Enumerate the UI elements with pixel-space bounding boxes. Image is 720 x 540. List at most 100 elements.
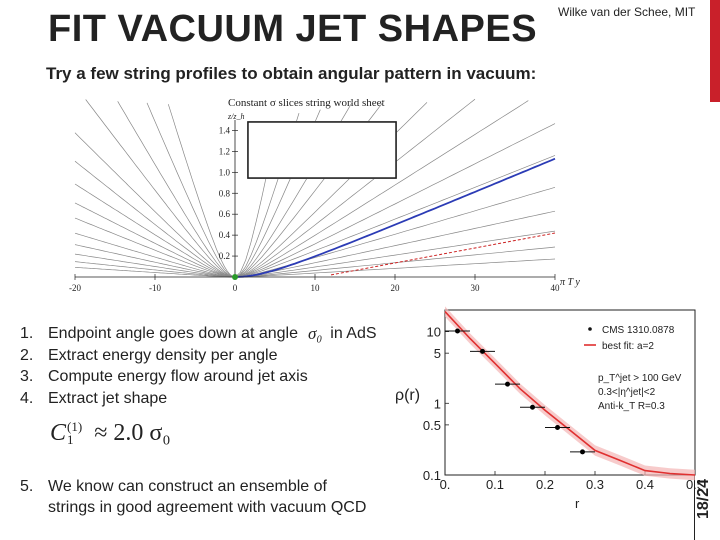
profile-line	[74, 253, 236, 278]
chart-series	[444, 306, 696, 481]
profile-line	[74, 183, 236, 278]
x-tick-label: 0.3	[586, 477, 604, 492]
legend-label: best fit: a=2	[602, 341, 654, 352]
profile-line	[74, 266, 235, 278]
x-tick-label: -10	[149, 283, 161, 293]
x-tick-label: 10	[311, 283, 321, 293]
y-tick-label: 0.6	[219, 209, 231, 219]
profile-line	[74, 244, 236, 278]
sigma-symbol: σ₀	[307, 324, 323, 343]
y-tick-label: 0.5	[423, 418, 441, 433]
profile-line	[234, 100, 529, 278]
list-text: Endpoint angle goes down at angle	[48, 325, 298, 342]
profile-line	[74, 160, 236, 278]
list-text: Compute energy flow around jet axis	[48, 368, 308, 385]
legend-annotation: 0.3<|η^jet|<2	[598, 387, 656, 398]
jet-shape-chart: 0.0.10.20.30.40.510510.50.1 CMS 1310.087…	[395, 306, 700, 511]
tangent-line	[330, 232, 556, 276]
point-marker	[505, 381, 510, 387]
list-item: 3. Compute energy flow around jet axis	[20, 366, 377, 388]
point-marker	[555, 424, 560, 430]
y-tick-label: 1.4	[219, 125, 231, 135]
chart-axes: 0.0.10.20.30.40.510510.50.1	[423, 325, 700, 492]
profile-line	[74, 132, 236, 278]
list-number: 2.	[20, 346, 34, 364]
x-axis-label: π T y	[560, 277, 580, 288]
x-tick-label: 20	[391, 283, 401, 293]
y-tick-label: 0.8	[219, 188, 231, 198]
profile-line	[234, 186, 556, 278]
data-point	[470, 348, 495, 354]
list-number: 5.	[20, 478, 34, 495]
x-tick-label: 0.5	[686, 477, 700, 492]
data-point	[545, 424, 570, 430]
x-axis-label: r	[575, 496, 580, 511]
list-text: Extract energy density per angle	[48, 346, 278, 364]
slide-subtitle: Try a few string profiles to obtain angu…	[46, 64, 537, 83]
list-item: 4. Extract jet shape	[20, 388, 377, 410]
chart-title: Constant σ slices string world sheet	[228, 97, 385, 109]
x-tick-label: 0.2	[536, 477, 554, 492]
profile-line	[74, 217, 236, 278]
formula-subscript: 1	[67, 432, 74, 447]
data-point	[445, 328, 470, 334]
formula-symbol: C	[50, 420, 67, 446]
legend-label: CMS 1310.0878	[602, 325, 675, 336]
list-number: 4.	[20, 389, 34, 407]
list-text: Extract jet shape	[48, 389, 168, 407]
point-marker	[480, 348, 485, 354]
profile-line	[74, 232, 236, 278]
point-marker	[530, 404, 535, 410]
worldsheet-chart: Constant σ slices string world sheet z/z…	[69, 97, 580, 293]
y-tick-label: 0.1	[423, 468, 441, 483]
profile-line	[234, 210, 556, 278]
steps-list: 1. Endpoint angle goes down at angle σ₀ …	[20, 323, 377, 409]
author-label: Wilke van der Schee, MIT	[558, 5, 696, 19]
formula: C (1) 1 ≈ 2.0 σ₀	[50, 420, 171, 447]
data-point	[570, 449, 595, 455]
profile-line	[74, 202, 236, 278]
chart-legend: CMS 1310.0878 best fit: a=2 p_T^jet > 100 …	[584, 325, 682, 412]
list-text: in AdS	[330, 325, 377, 342]
x-tick-label: 0	[233, 283, 238, 293]
profile-line	[234, 123, 556, 278]
y-tick-label: 0.2	[219, 251, 230, 261]
y-tick-label: 0.4	[219, 230, 231, 240]
legend-annotation: p_T^jet > 100 GeV	[598, 373, 682, 384]
list-text: strings in good agreement with vacuum QC…	[48, 499, 367, 516]
x-tick-label: 40	[551, 283, 561, 293]
profile-line	[234, 155, 556, 278]
data-point	[520, 404, 545, 410]
list-number: 3.	[20, 368, 34, 385]
y-tick-label: 5	[434, 346, 441, 361]
legend-marker	[588, 327, 592, 331]
y-tick-label: 1.0	[219, 167, 231, 177]
y-tick-label: 1.2	[219, 146, 230, 156]
x-tick-label: -20	[69, 283, 81, 293]
string-profile-lines	[74, 98, 556, 278]
inset-box	[247, 121, 397, 179]
highlight-profile	[234, 157, 556, 278]
formula-superscript: (1)	[67, 419, 83, 434]
profile-line	[234, 230, 556, 278]
slide-title: FIT VACUUM JET SHAPES	[48, 8, 538, 50]
y-tick-label: 1	[434, 396, 441, 411]
profile-line	[117, 101, 236, 278]
profile-line	[234, 258, 556, 278]
list-text: We know can construct an ensemble of	[48, 478, 327, 495]
y-axis-label: ρ(r)	[395, 387, 420, 404]
y-tick-label: 10	[427, 325, 441, 340]
point-marker	[580, 449, 585, 455]
x-tick-label: 0.4	[636, 477, 654, 492]
list-item: 5. We know can construct an ensemble of …	[20, 476, 366, 518]
accent-bar	[710, 0, 720, 102]
list-item: 2. Extract energy density per angle	[20, 345, 377, 367]
x-tick-label: 30	[471, 283, 481, 293]
plot-frame	[444, 309, 696, 476]
chart-axes: -20 -10 0 10 20 30 40 0.2 0.4 0.6 0.8 1.0 1.2 1.4	[69, 120, 560, 293]
legend-annotation: Anti-k_T R=0.3	[598, 401, 665, 412]
profile-line	[146, 102, 236, 278]
profile-line	[74, 261, 236, 278]
formula-rhs: ≈ 2.0 σ₀	[94, 420, 171, 446]
profile-line	[167, 104, 236, 278]
